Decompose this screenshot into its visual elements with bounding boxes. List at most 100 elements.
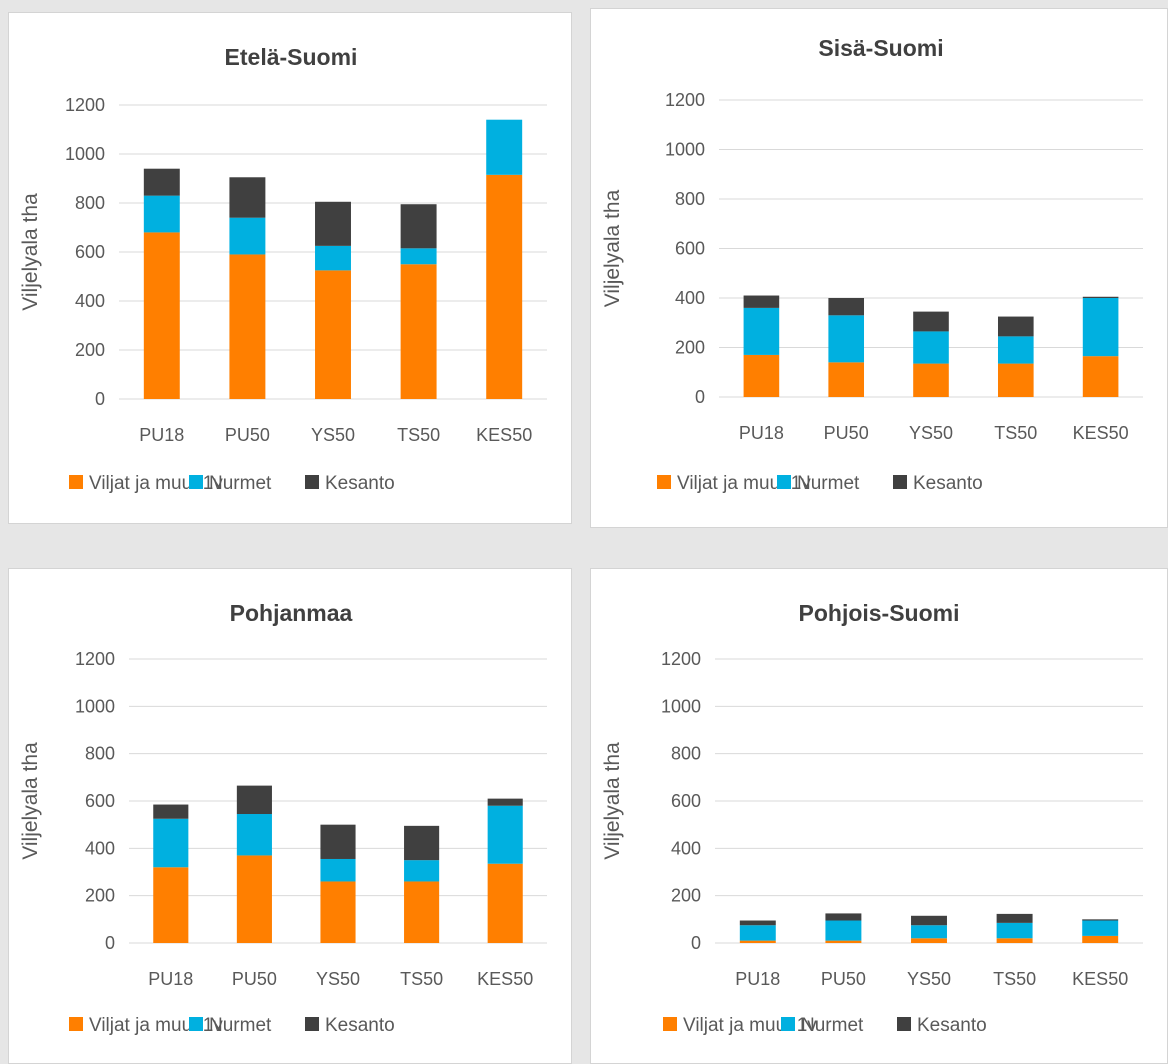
y-axis-label: Viljelyala tha [19,742,42,860]
y-tick-label: 800 [85,744,115,764]
legend-swatch-kesanto [893,475,907,489]
chart-panel-sisa-suomi: Sisä-Suomi Viljelyala tha 0 200 400 600 800 100… [590,8,1168,528]
bar-segment-kes50-kesanto [1082,919,1119,921]
bar-segment-ys50-nurmet [320,858,356,882]
y-tick-label: 400 [671,838,701,858]
y-tick-label: 800 [675,189,705,209]
legend-label-nurmet: Nurmet [801,1015,864,1036]
y-axis-label: Viljelyala tha [601,742,624,860]
bar-segment-ys50-viljat [315,270,351,399]
bar-segment-pu50-nurmet [236,814,272,856]
x-tick-label: TS50 [397,425,440,445]
x-tick-label: KES50 [1072,969,1128,989]
bar-segment-kes50-viljat [487,863,523,943]
chart-panel-pohjanmaa: Pohjanmaa Viljelyala tha 0 200 400 600 800 1000… [8,568,572,1064]
x-tick-label: PU50 [824,423,869,443]
bar-segment-pu18-nurmet [153,818,189,868]
bar-segment-ts50-kesanto [400,204,437,249]
x-tick-label: PU18 [139,425,184,445]
legend-label-viljat: Viljat ja muut 1v [89,473,223,494]
bar-segment-pu18-viljat [739,940,776,943]
bar-segment-pu50-nurmet [229,217,266,255]
x-tick-label: KES50 [477,969,533,989]
x-tick-label: PU50 [225,425,270,445]
bar-segment-ts50-kesanto [997,316,1034,337]
chart-svg: Pohjanmaa Viljelyala tha 0 200 400 600 800 1000… [19,600,547,1036]
bar-segment-ys50-kesanto [911,915,947,926]
bar-segment-ts50-nurmet [997,336,1034,364]
bar-segment-kes50-kesanto [1082,296,1119,298]
legend-label-nurmet: Nurmet [797,473,860,494]
bar-segment-pu50-viljat [229,254,266,399]
y-tick-label: 400 [85,838,115,858]
bar-segment-pu50-kesanto [229,177,266,218]
x-tick-label: TS50 [993,969,1036,989]
legend-swatch-viljat [657,475,671,489]
chart-title: Sisä-Suomi [818,35,943,61]
chart-panel-pohjois-suomi: Pohjois-Suomi Viljelyala tha 0 200 400 600 800… [590,568,1168,1064]
bar-segment-pu50-nurmet [828,315,865,363]
y-tick-label: 0 [695,387,705,407]
y-tick-label: 800 [671,744,701,764]
bar-segment-pu18-nurmet [739,925,776,941]
legend-swatch-nurmet [777,475,791,489]
legend-label-kesanto: Kesanto [325,1015,395,1036]
legend-swatch-nurmet [781,1017,795,1031]
y-tick-label: 600 [75,242,105,262]
x-tick-label: PU18 [735,969,780,989]
bar-segment-pu50-viljat [825,940,862,943]
bar-segment-ts50-kesanto [404,825,440,861]
bar-segment-ts50-viljat [997,363,1034,397]
x-tick-label: YS50 [907,969,951,989]
bar-segment-ys50-viljat [913,363,949,397]
bar-segment-ys50-nurmet [913,331,949,364]
y-tick-label: 1000 [75,696,115,716]
bar-segment-pu18-viljat [743,354,780,397]
y-tick-label: 200 [75,340,105,360]
y-tick-label: 1000 [665,140,705,160]
bar-segment-pu50-viljat [828,362,865,397]
bar-segment-ys50-kesanto [913,311,949,332]
bar-segment-pu18-kesanto [743,295,780,308]
legend-label-kesanto: Kesanto [913,473,983,494]
legend-label-nurmet: Nurmet [209,1015,272,1036]
bar-segment-kes50-viljat [1082,935,1119,943]
bar-segment-pu18-nurmet [143,195,180,233]
y-tick-label: 200 [671,886,701,906]
bar-segment-pu50-kesanto [236,785,272,815]
y-tick-label: 0 [95,389,105,409]
chart-svg: Sisä-Suomi Viljelyala tha 0 200 400 600 800 100… [601,35,1143,494]
y-tick-label: 600 [85,791,115,811]
bar-segment-ts50-kesanto [996,913,1033,923]
legend-label-viljat: Viljat ja muut 1v [683,1015,817,1036]
bar-segment-ts50-nurmet [400,248,437,265]
x-tick-label: YS50 [316,969,360,989]
bar-segment-pu50-kesanto [828,298,865,316]
bar-segment-ys50-viljat [320,881,356,943]
y-axis-label: Viljelyala tha [19,193,42,311]
y-tick-label: 1200 [75,649,115,669]
bar-segment-ts50-nurmet [404,860,440,882]
bar-segment-ys50-viljat [911,938,947,943]
bar-segment-pu18-viljat [143,232,180,399]
legend-label-viljat: Viljat ja muut 1v [677,473,811,494]
bar-segment-ys50-kesanto [315,201,351,246]
x-tick-label: PU18 [739,423,784,443]
chart-svg: Pohjois-Suomi Viljelyala tha 0 200 400 600 800… [601,600,1143,1036]
chart-title: Pohjanmaa [230,600,353,626]
x-tick-label: KES50 [476,425,532,445]
bar-segment-kes50-kesanto [487,798,523,806]
y-axis-label: Viljelyala tha [601,189,624,307]
y-tick-label: 1200 [65,95,105,115]
x-tick-label: PU50 [821,969,866,989]
y-tick-label: 1200 [665,90,705,110]
legend-label-viljat: Viljat ja muut 1v [89,1015,223,1036]
chart-title: Etelä-Suomi [225,44,358,70]
bar-segment-pu50-nurmet [825,920,862,941]
y-tick-label: 400 [75,291,105,311]
bar-segment-pu18-kesanto [143,168,180,196]
x-tick-label: TS50 [994,423,1037,443]
legend-label-kesanto: Kesanto [917,1015,987,1036]
bar-segment-ts50-viljat [400,264,437,399]
legend-swatch-viljat [69,1017,83,1031]
